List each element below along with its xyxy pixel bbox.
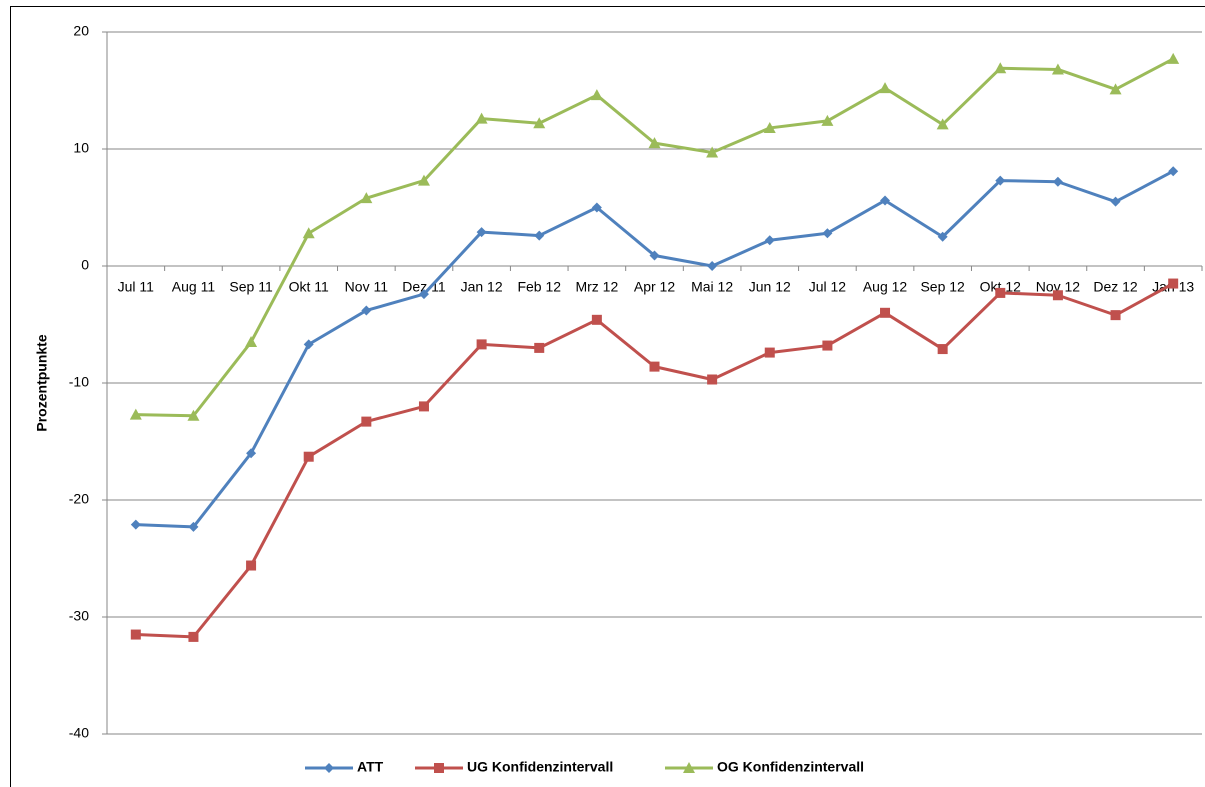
y-tick-label: 20	[73, 23, 89, 39]
data-point	[994, 62, 1007, 74]
data-point	[764, 235, 775, 246]
y-tick-label: -40	[69, 725, 89, 741]
x-tick-label: Jul 12	[809, 279, 847, 295]
x-tick-label: Dez 12	[1093, 279, 1138, 295]
data-point	[821, 114, 834, 126]
x-tick-label: Okt 12	[980, 279, 1021, 295]
data-point	[649, 361, 660, 372]
data-point	[936, 118, 949, 130]
legend-label: OG Konfidenzintervall	[717, 759, 864, 775]
data-point	[534, 230, 545, 241]
legend-label: UG Konfidenzintervall	[467, 759, 613, 775]
data-point	[763, 121, 776, 133]
data-point	[361, 416, 372, 427]
data-point	[246, 560, 257, 571]
legend-marker	[324, 763, 334, 773]
y-tick-label: -30	[69, 608, 89, 624]
x-tick-label: Jun 12	[749, 279, 791, 295]
data-point	[302, 227, 315, 239]
data-point	[245, 336, 258, 348]
data-point	[187, 409, 200, 421]
data-point	[130, 519, 141, 530]
legend-label: ATT	[357, 759, 384, 775]
data-point	[1052, 290, 1063, 301]
data-point	[822, 340, 833, 351]
data-point	[764, 347, 775, 358]
data-point	[475, 112, 488, 124]
data-point	[995, 175, 1006, 186]
data-point	[1168, 166, 1179, 177]
data-point	[1109, 83, 1122, 95]
data-point	[590, 89, 603, 101]
data-point	[706, 146, 719, 158]
data-point	[476, 227, 487, 238]
data-point	[417, 174, 430, 186]
data-point	[188, 521, 199, 532]
data-point	[1052, 176, 1063, 187]
x-tick-label: Mai 12	[691, 279, 733, 295]
data-point	[303, 339, 314, 350]
series-line	[135, 169, 1174, 529]
chart-frame	[10, 6, 1205, 787]
x-tick-label: Okt 11	[289, 279, 329, 295]
data-point	[361, 305, 372, 316]
data-point	[1110, 196, 1121, 207]
x-tick-label: Nov 12	[1036, 279, 1081, 295]
data-point	[1168, 278, 1179, 289]
data-point	[822, 228, 833, 239]
x-tick-label: Feb 12	[517, 279, 561, 295]
data-point	[360, 192, 373, 204]
data-point	[707, 374, 718, 385]
x-tick-label: Mrz 12	[575, 279, 618, 295]
x-tick-label: Aug 12	[863, 279, 908, 295]
data-point	[1051, 63, 1064, 75]
y-tick-label: -10	[69, 374, 89, 390]
data-point	[476, 339, 487, 350]
data-point	[418, 401, 429, 412]
y-axis-label: Prozentpunkte	[34, 334, 50, 431]
data-point	[533, 117, 546, 129]
data-point	[418, 289, 429, 300]
data-point	[591, 202, 602, 213]
data-point	[188, 631, 199, 642]
y-tick-label: -20	[69, 491, 89, 507]
y-tick-label: 0	[81, 257, 89, 273]
legend-marker	[683, 762, 695, 773]
data-point	[995, 287, 1006, 298]
legend-marker	[434, 763, 444, 773]
data-point	[130, 629, 141, 640]
data-point	[880, 195, 891, 206]
data-point	[246, 448, 257, 459]
data-point	[534, 342, 545, 353]
x-tick-label: Apr 12	[634, 279, 675, 295]
data-point	[1110, 310, 1121, 321]
x-tick-label: Sep 11	[229, 279, 273, 295]
data-point	[880, 307, 891, 318]
x-tick-label: Jan 12	[461, 279, 503, 295]
data-point	[303, 451, 314, 462]
data-point	[707, 261, 718, 271]
x-tick-label: Aug 11	[172, 279, 216, 295]
data-point	[1167, 52, 1180, 64]
data-point	[648, 137, 661, 149]
data-point	[937, 344, 948, 355]
data-point	[649, 250, 660, 261]
data-point	[591, 314, 602, 325]
series-line	[135, 282, 1174, 639]
data-point	[937, 231, 948, 242]
x-tick-label: Nov 11	[345, 279, 389, 295]
x-tick-label: Jul 11	[118, 279, 155, 295]
data-point	[879, 82, 892, 94]
y-tick-label: 10	[73, 140, 89, 156]
x-tick-label: Sep 12	[920, 279, 965, 295]
data-point	[129, 408, 142, 420]
